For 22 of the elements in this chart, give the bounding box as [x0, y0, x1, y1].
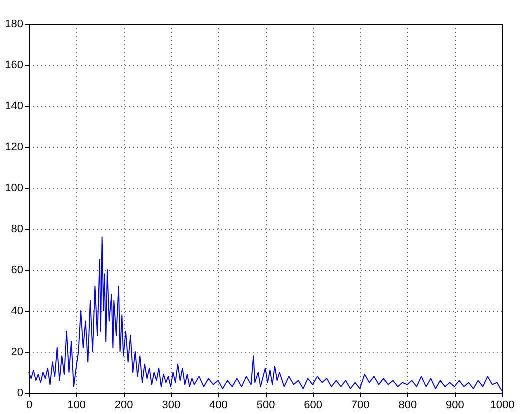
y-tick-label: 20	[11, 346, 24, 358]
x-tick-label: 200	[114, 400, 134, 412]
x-tick-label: 700	[351, 400, 370, 412]
x-tick-label: 500	[256, 400, 276, 412]
y-tick-label: 0	[17, 388, 24, 400]
line-series	[28, 236, 502, 392]
x-tick-label: 900	[446, 400, 464, 412]
x-tick-label: 600	[304, 400, 322, 412]
x-tick-label: 800	[398, 400, 418, 412]
x-tick-label: 400	[210, 400, 228, 412]
y-tick-label: 180	[5, 18, 24, 30]
x-tick-label: 300	[162, 400, 181, 412]
y-tick-label: 160	[5, 60, 24, 72]
x-tick-label: 1000	[490, 400, 515, 412]
x-tick-label: 100	[68, 400, 86, 412]
y-tick-label: 40	[11, 306, 24, 318]
y-tick-label: 120	[5, 142, 24, 154]
y-tick-label: 100	[5, 182, 24, 194]
y-tick-label: 140	[5, 100, 24, 112]
x-tick-label: 0	[26, 400, 33, 412]
y-tick-label: 80	[11, 224, 24, 236]
y-tick-label: 60	[11, 264, 24, 276]
